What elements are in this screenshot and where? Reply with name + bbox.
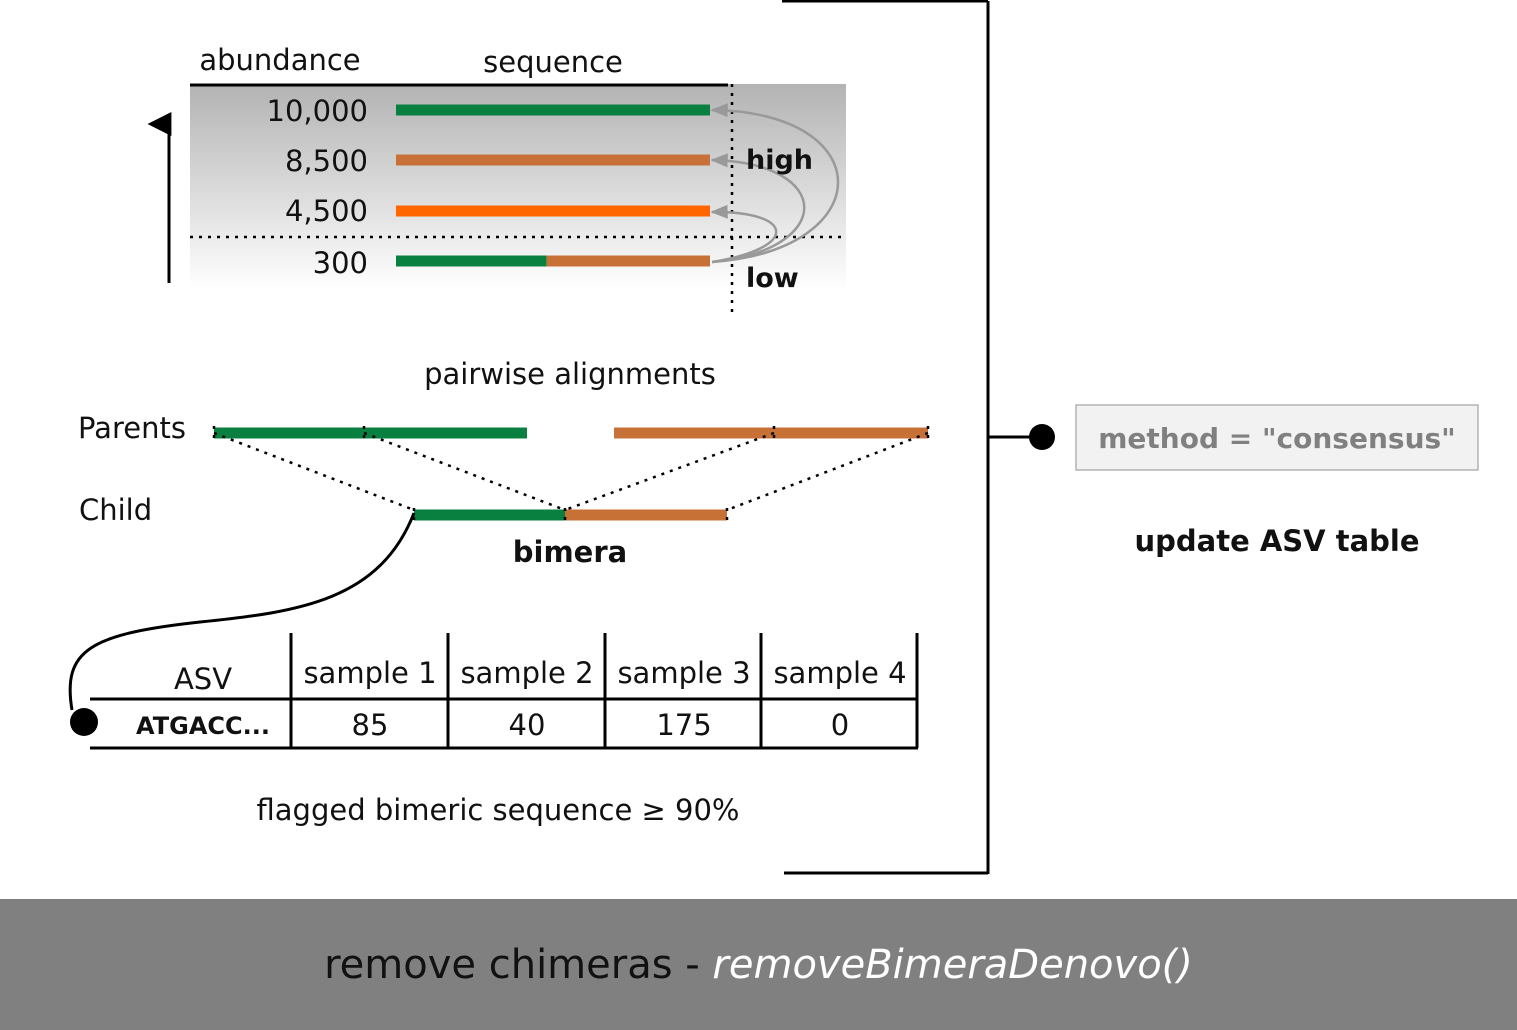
alignment-guides — [212, 426, 930, 522]
asv-sequence: ATGACC... — [136, 712, 270, 740]
abundance-panel: abundance sequence 10,000 8,500 4,500 30… — [147, 43, 846, 312]
table-cell: 0 — [831, 708, 849, 742]
sequence-bars — [396, 104, 710, 267]
parents-label: Parents — [78, 411, 186, 445]
abundance-header: abundance — [199, 43, 360, 77]
method-label: method = "consensus" — [1098, 422, 1456, 455]
update-label: update ASV table — [1134, 524, 1419, 558]
connector-dot — [1029, 424, 1055, 450]
high-label: high — [746, 145, 813, 176]
abundance-value: 8,500 — [285, 144, 368, 178]
parent-search-arcs — [710, 103, 840, 264]
asv-table: ASV sample 1 sample 2 sample 3 sample 4 … — [90, 633, 919, 827]
footer-bar: remove chimeras - removeBimeraDenovo() — [0, 899, 1517, 1030]
table-cell: 40 — [509, 708, 546, 742]
column-header: sample 1 — [303, 656, 436, 690]
abundance-value: 4,500 — [285, 194, 368, 228]
sequence-header: sequence — [483, 45, 623, 79]
abundance-value: 10,000 — [267, 94, 368, 128]
abundance-value: 300 — [313, 246, 368, 280]
table-caption: flagged bimeric sequence ≥ 90% — [257, 793, 740, 827]
table-cell: 175 — [656, 708, 711, 742]
alignment-panel: pairwise alignments Parents Child bimera — [68, 357, 930, 736]
child-label: Child — [79, 493, 152, 527]
link-curve — [68, 512, 416, 711]
table-cell: 85 — [352, 708, 389, 742]
alignment-title: pairwise alignments — [424, 357, 716, 391]
footer-title-text: remove chimeras - — [324, 941, 713, 988]
footer-title: remove chimeras - removeBimeraDenovo() — [324, 942, 1193, 988]
row-marker-dot — [70, 708, 98, 736]
bracket — [782, 0, 1055, 875]
column-header: ASV — [174, 662, 232, 696]
low-label: low — [746, 263, 799, 294]
method-box — [1075, 404, 1479, 471]
column-header: sample 4 — [773, 656, 906, 690]
bimera-label: bimera — [513, 535, 627, 569]
side-panel: method = "consensus" update ASV table — [1075, 404, 1479, 558]
column-header: sample 2 — [460, 656, 593, 690]
column-header: sample 3 — [617, 656, 750, 690]
footer-function-name: removeBimeraDenovo() — [712, 941, 1193, 988]
chimera-diagram: abundance sequence 10,000 8,500 4,500 30… — [68, 0, 1479, 875]
